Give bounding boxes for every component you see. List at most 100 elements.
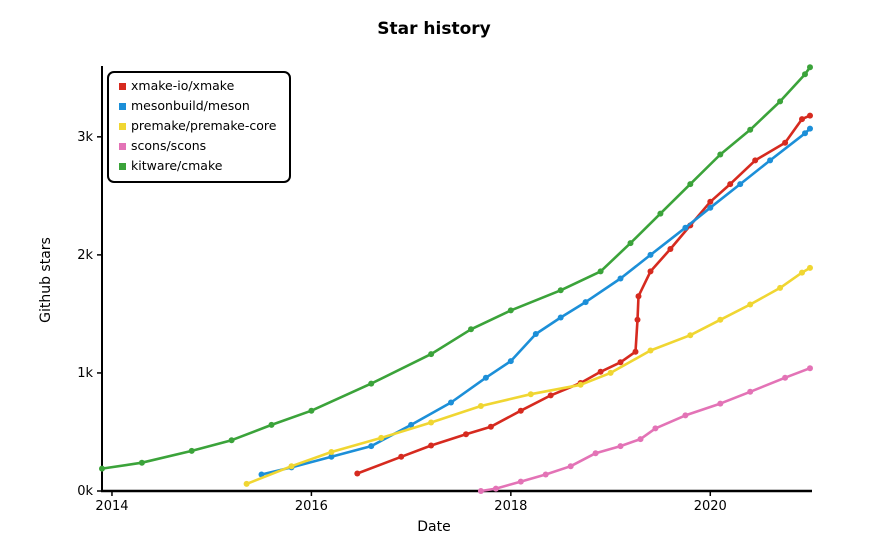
data-point: [807, 264, 813, 271]
legend-label: scons/scons: [131, 138, 206, 153]
legend-label: xmake-io/xmake: [131, 78, 235, 93]
legend-items: xmake-io/xmake mesonbuild/meson premake/pr…: [119, 78, 277, 173]
data-point: [799, 269, 805, 276]
data-point: [492, 485, 499, 492]
data-point: [597, 268, 604, 275]
data-point: [807, 112, 813, 119]
data-point: [188, 447, 195, 454]
data-point: [477, 403, 484, 409]
data-point: [682, 412, 689, 419]
data-point: [482, 374, 489, 381]
data-point: [647, 347, 654, 354]
series-line: [355, 114, 812, 475]
series-line: [100, 65, 812, 470]
data-point: [428, 442, 435, 449]
data-point: [582, 299, 589, 306]
x-tick-label: 2014: [95, 499, 128, 514]
data-point: [468, 326, 474, 333]
data-point: [767, 157, 774, 164]
data-point: [557, 287, 564, 294]
legend-swatch: [119, 123, 126, 130]
data-point: [243, 480, 250, 487]
legend-label: kitware/cmake: [131, 158, 223, 173]
y-tick-label: 1k: [77, 366, 93, 381]
series-layer: [99, 64, 813, 494]
legend: xmake-io/xmake mesonbuild/meson premake/pr…: [107, 71, 291, 183]
data-point: [477, 488, 484, 494]
data-point: [328, 453, 335, 460]
data-point: [507, 307, 514, 314]
data-point: [667, 246, 674, 252]
data-point: [687, 332, 694, 339]
data-point: [368, 380, 375, 387]
data-point: [617, 443, 624, 450]
data-point: [228, 437, 235, 444]
data-point: [567, 463, 574, 470]
data-point: [557, 314, 564, 321]
data-point: [652, 425, 659, 432]
data-point: [398, 453, 405, 460]
data-point: [717, 400, 724, 407]
data-point: [517, 478, 524, 485]
data-point: [547, 392, 554, 399]
y-tick-label: 2k: [77, 248, 93, 263]
data-point: [487, 423, 494, 430]
data-point: [354, 470, 361, 477]
data-point: [378, 434, 385, 441]
data-point: [657, 210, 664, 217]
y-axis-title: Github stars: [38, 237, 54, 323]
data-point: [138, 459, 145, 466]
data-point: [682, 224, 689, 231]
data-point: [777, 98, 784, 105]
x-axis-ticks: 2014 2016 2018 2020: [95, 491, 727, 514]
data-point: [597, 368, 604, 375]
data-point: [507, 358, 514, 365]
data-point: [802, 130, 808, 137]
data-point: [328, 449, 335, 455]
data-point: [799, 116, 805, 123]
data-point: [99, 465, 105, 472]
data-point: [463, 431, 469, 438]
data-point: [527, 391, 534, 398]
data-point: [747, 388, 754, 395]
data-point: [747, 301, 754, 308]
series-xmake-io-xmake: [354, 112, 813, 477]
legend-swatch: [119, 83, 126, 90]
y-axis-ticks: 0k 1k 2k 3k: [77, 130, 102, 499]
data-point: [542, 471, 549, 478]
data-point: [637, 436, 644, 443]
data-point: [802, 71, 808, 78]
data-point: [258, 471, 265, 478]
data-point: [617, 359, 624, 366]
x-axis-title: Date: [417, 519, 450, 535]
data-point: [268, 421, 275, 428]
data-point: [707, 204, 714, 211]
data-point: [717, 316, 724, 323]
data-point: [807, 125, 813, 132]
data-point: [647, 251, 654, 258]
data-point: [288, 463, 295, 470]
data-point: [632, 348, 639, 355]
data-point: [782, 139, 789, 146]
y-tick-label: 3k: [77, 130, 93, 145]
series-line: [245, 266, 812, 486]
data-point: [634, 316, 641, 323]
data-point: [448, 399, 454, 406]
data-point: [617, 275, 624, 282]
data-point: [308, 407, 315, 414]
series-premake-premake-core: [243, 264, 813, 487]
y-tick-label: 0k: [77, 484, 93, 499]
data-point: [707, 198, 714, 205]
legend-swatch: [119, 143, 126, 150]
data-point: [752, 157, 759, 164]
data-point: [635, 293, 642, 300]
x-tick-label: 2020: [694, 499, 727, 514]
data-point: [428, 351, 435, 358]
x-tick-label: 2018: [494, 499, 527, 514]
data-point: [782, 374, 789, 381]
data-point: [807, 64, 813, 71]
legend-swatch: [119, 163, 126, 170]
data-point: [687, 181, 694, 188]
data-point: [807, 365, 813, 372]
